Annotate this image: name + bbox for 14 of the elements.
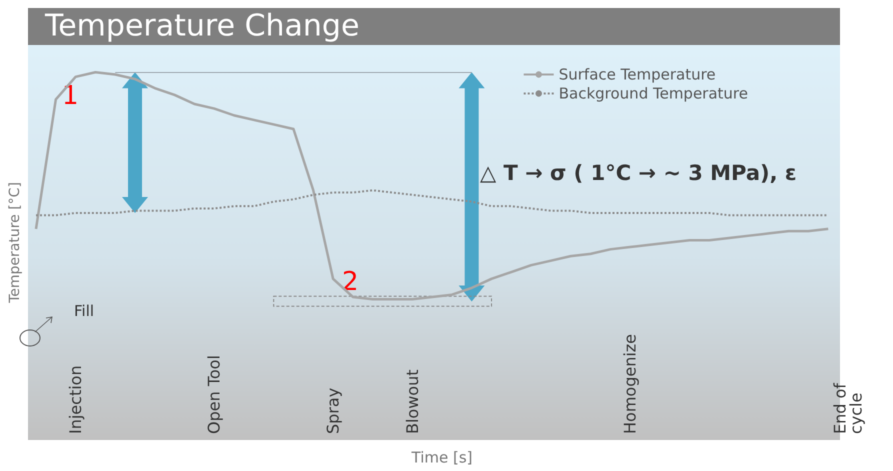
x-tick-label: Blowout <box>402 370 422 434</box>
x-tick-label: Spray <box>324 388 343 434</box>
legend-label: Background Temperature <box>558 84 748 102</box>
x-tick-label: End of cycle <box>830 382 866 434</box>
x-tick-label: Open Tool <box>204 355 224 434</box>
annotation: 2 <box>342 267 359 297</box>
x-tick-label: Homogenize <box>620 334 640 434</box>
x-axis-title: Time [s] <box>410 448 472 466</box>
legend-label: Surface Temperature <box>558 66 716 84</box>
chart-title: Temperature Change <box>44 8 360 44</box>
text: Fill <box>74 302 94 320</box>
y-axis-title: Temperature [°C] <box>7 182 23 304</box>
annotation: △ T → σ ( 1°C → ~ 3 MPa), ε <box>480 161 797 185</box>
x-tick-label: Injection <box>66 365 86 434</box>
